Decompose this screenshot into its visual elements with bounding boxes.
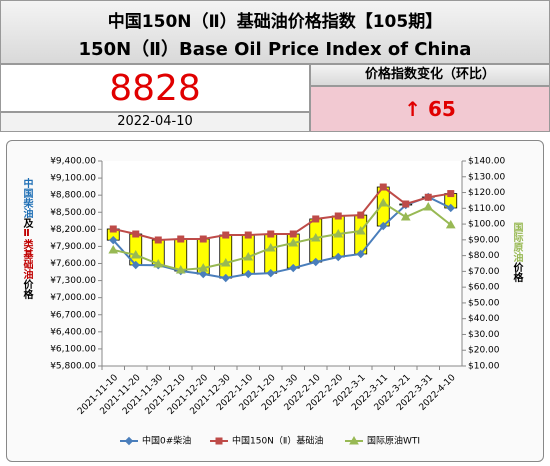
marker: [198, 263, 209, 272]
marker: [357, 211, 365, 219]
marker: [130, 249, 141, 259]
y2-axis-label: 国际原油价格: [510, 222, 522, 282]
marker: [175, 264, 186, 274]
marker: [379, 183, 387, 191]
legend-label: 国际原油WTI: [367, 435, 420, 447]
marker: [199, 235, 207, 243]
marker: [424, 193, 432, 201]
y2-tick-label: $130.00: [468, 172, 505, 182]
marker: [400, 211, 411, 221]
marker: [244, 231, 252, 239]
marker: [289, 230, 297, 238]
marker: [447, 190, 455, 198]
series-line: [112, 195, 452, 280]
marker: [288, 237, 299, 247]
marker: [334, 212, 342, 220]
y-tick-label: ¥7,600.00: [50, 259, 96, 269]
marker: [402, 200, 410, 208]
marker: [445, 219, 456, 229]
axis-label-part: 及: [21, 218, 32, 228]
date: 2022-04-10: [0, 112, 310, 132]
marker: [378, 197, 389, 207]
subtitle: 150N（Ⅱ）Base Oil Price Index of China: [78, 39, 472, 60]
axis-label-part: 价格: [511, 262, 522, 282]
y2-tick-label: $90.00: [468, 235, 500, 245]
y2-tick-label: $50.00: [468, 298, 500, 308]
marker: [334, 252, 343, 262]
y-tick-label: ¥6,400.00: [50, 327, 96, 337]
marker: [132, 230, 140, 238]
marker: [446, 203, 455, 213]
y2-tick-label: $30.00: [468, 330, 500, 340]
marker: [265, 243, 276, 252]
y-tick-label: ¥7,900.00: [50, 242, 96, 252]
marker: [244, 269, 253, 279]
marker: [423, 202, 434, 211]
marker: [177, 235, 185, 243]
y-tick-label: ¥8,200.00: [50, 225, 96, 235]
y2-tick-label: $70.00: [468, 267, 500, 277]
y-tick-label: ¥9,100.00: [50, 174, 96, 184]
y-tick-label: ¥6,100.00: [50, 344, 96, 354]
y-tick-label: ¥9,400.00: [50, 157, 96, 167]
header: 中国150N（Ⅱ）基础油价格指数【105期】 150N（Ⅱ）Base Oil P…: [0, 0, 550, 64]
y2-tick-label: $60.00: [468, 283, 500, 293]
y2-tick-label: $120.00: [468, 188, 505, 198]
axis-label-part: Ⅱ类基础油: [21, 228, 32, 279]
y-axis-label: 中国柴油及Ⅱ类基础油价格: [20, 178, 32, 299]
y-tick-label: ¥6,700.00: [50, 310, 96, 320]
marker: [266, 268, 275, 278]
marker: [289, 263, 298, 273]
index-value: 8828: [0, 64, 310, 112]
y2-tick-label: $80.00: [468, 251, 500, 261]
y-tick-label: ¥8,800.00: [50, 191, 96, 201]
change-value: ↑ 65: [310, 86, 550, 132]
marker: [355, 226, 366, 235]
marker: [131, 260, 140, 270]
y-tick-label: ¥5,800.00: [50, 362, 96, 372]
y2-tick-label: $140.00: [468, 157, 505, 167]
marker: [349, 435, 359, 445]
y2-tick-label: $110.00: [468, 204, 505, 214]
series-line: [113, 185, 451, 241]
marker: [154, 236, 162, 244]
y-tick-label: ¥7,300.00: [50, 276, 96, 286]
marker: [221, 273, 230, 283]
marker: [312, 215, 320, 223]
y-tick-label: ¥8,500.00: [50, 208, 96, 218]
marker: [109, 225, 117, 233]
marker: [267, 230, 275, 238]
legend-label: 中国0#柴油: [142, 435, 191, 447]
marker: [333, 229, 344, 238]
y2-tick-label: $20.00: [468, 346, 500, 356]
marker: [199, 269, 208, 279]
marker: [153, 258, 164, 268]
updown-bar: [264, 233, 278, 274]
change-title: 价格指数变化（环比）: [310, 64, 550, 86]
axis-label-part: 中国柴油: [21, 178, 32, 218]
marker: [220, 258, 231, 267]
y2-tick-label: $40.00: [468, 314, 500, 324]
marker: [108, 244, 119, 254]
series-line: [113, 201, 452, 271]
y-tick-label: ¥7,000.00: [50, 293, 96, 303]
updown-bar: [219, 234, 233, 279]
marker: [311, 257, 320, 267]
marker: [109, 235, 118, 245]
marker: [379, 221, 388, 231]
y2-tick-label: $10.00: [468, 362, 500, 372]
axis-label-part: 国际原油: [511, 222, 522, 262]
marker: [124, 436, 134, 446]
title: 中国150N（Ⅱ）基础油价格指数【105期】: [107, 12, 443, 32]
legend-label: 中国150N（Ⅱ）基础油: [232, 435, 323, 447]
axis-label-part: 价格: [21, 279, 32, 299]
marker: [243, 252, 254, 261]
marker: [356, 249, 365, 259]
marker: [310, 232, 321, 242]
marker: [222, 231, 230, 239]
y2-tick-label: $100.00: [468, 220, 505, 230]
marker: [215, 437, 223, 445]
